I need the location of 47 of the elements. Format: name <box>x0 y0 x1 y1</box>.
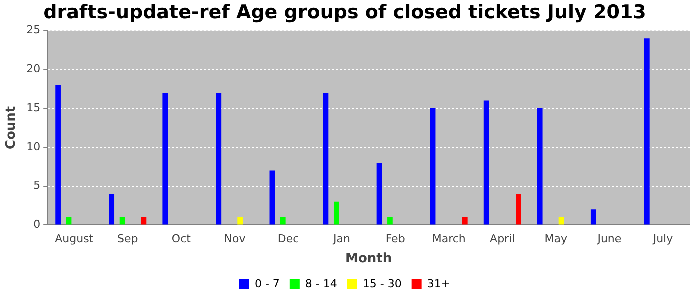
y-tick-label: 0 <box>34 218 41 232</box>
y-axis-title: Count <box>4 106 20 150</box>
bar <box>388 217 393 225</box>
bar <box>270 170 276 225</box>
x-axis-title: Month <box>346 252 392 267</box>
bar <box>558 217 564 225</box>
bar <box>334 202 340 225</box>
x-tick-label: Jan <box>332 232 351 246</box>
bar <box>516 194 522 225</box>
bar <box>162 93 168 225</box>
bar <box>376 162 382 225</box>
x-tick-label: June <box>596 232 622 246</box>
bar <box>238 217 243 225</box>
bar <box>109 194 115 225</box>
bar <box>537 108 543 225</box>
y-tick-label: 15 <box>26 101 41 114</box>
bar <box>66 217 72 225</box>
x-tick-label: March <box>432 232 466 246</box>
legend-label: 8 - 14 <box>305 277 338 290</box>
x-tick-label: July <box>652 232 674 246</box>
bar <box>644 38 650 225</box>
x-tick-label: Feb <box>386 232 406 246</box>
bar <box>484 100 490 225</box>
x-tick-label: Sep <box>118 232 138 246</box>
y-tick-label: 20 <box>26 62 41 76</box>
bar <box>430 108 436 225</box>
bar <box>216 93 222 225</box>
x-tick-label: August <box>55 232 94 246</box>
bar <box>141 217 147 225</box>
x-tick-label: April <box>490 232 516 246</box>
x-tick-label: May <box>544 232 568 246</box>
x-tick-label: Dec <box>278 232 300 246</box>
bar <box>56 85 61 225</box>
y-tick-label: 5 <box>34 179 41 192</box>
x-tick-label: Nov <box>224 232 246 246</box>
bar <box>280 217 286 225</box>
chart-title: drafts-update-ref Age groups of closed tickets July 2013 <box>44 1 646 24</box>
legend-label: 31+ <box>427 277 451 290</box>
bar <box>590 210 596 225</box>
y-tick-label: 25 <box>26 24 41 37</box>
x-tick-label: Oct <box>172 232 192 246</box>
bar <box>323 93 329 225</box>
bar <box>120 217 126 225</box>
y-tick-label: 10 <box>26 140 41 154</box>
legend-label: 15 - 30 <box>362 277 402 290</box>
bar <box>462 217 468 225</box>
legend-label: 0 - 7 <box>254 277 280 290</box>
